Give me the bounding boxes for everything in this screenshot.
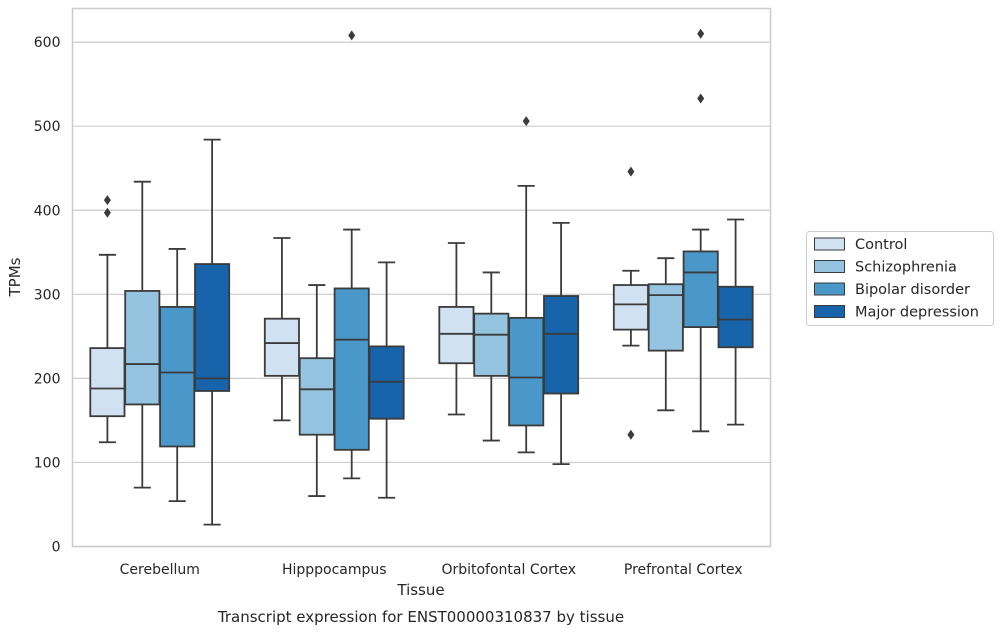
plot-area-frame (71, 7, 772, 548)
legend-label: Schizophrenia (855, 260, 957, 276)
box-group (89, 195, 126, 444)
box-group (333, 30, 370, 480)
y-tick-label: 600 (34, 35, 61, 51)
y-tick-label: 300 (34, 287, 61, 303)
legend-swatch (814, 282, 845, 296)
boxes (89, 28, 754, 526)
outlier-point (103, 195, 111, 206)
box-group (612, 166, 649, 440)
box-iqr (473, 312, 510, 377)
legend-label: Bipolar disorder (855, 282, 970, 298)
box-iqr (508, 316, 545, 427)
box-iqr (194, 263, 231, 392)
legend: Control Schizophrenia Bipolar disorder Majo… (806, 231, 994, 326)
y-tick-label: 500 (34, 119, 61, 135)
outlier-point (697, 28, 705, 39)
box-iqr (543, 295, 580, 395)
y-tick-label: 400 (34, 203, 61, 219)
box-iqr (717, 285, 754, 349)
box-group (263, 237, 300, 422)
box-iqr (263, 317, 300, 377)
y-tick-label: 0 (52, 540, 61, 556)
x-tick-label: Orbitofontal Cortex (441, 562, 576, 578)
box-iqr (612, 284, 649, 331)
outlier-point (103, 207, 111, 218)
legend-frame (806, 231, 994, 326)
outlier-point (627, 166, 635, 177)
legend-swatch (814, 237, 845, 251)
box-iqr (647, 283, 684, 352)
outlier-point (627, 429, 635, 440)
box-group (438, 242, 475, 416)
x-tick-label: Cerebellum (120, 562, 200, 578)
box-group (194, 138, 231, 526)
box-group (124, 180, 161, 489)
box-group (298, 284, 335, 497)
legend-swatch (814, 305, 845, 318)
box-group (159, 248, 196, 503)
legend-swatch (814, 260, 845, 273)
box-iqr (333, 287, 370, 451)
outlier-point (348, 30, 356, 41)
outlier-point (697, 93, 705, 104)
legend-label: Major depression (855, 305, 979, 321)
y-axis-ticks: 0 100 200 300 400 500 600 (34, 35, 61, 555)
box-group (368, 261, 405, 499)
x-axis-title: Tissue (396, 581, 444, 599)
box-group (473, 271, 510, 442)
legend-label: Control (855, 237, 907, 253)
box-iqr (159, 306, 196, 448)
box-iqr (438, 306, 475, 365)
chart-title: Transcript expression for ENST0000031083… (217, 608, 624, 626)
y-axis-title: TPMs (6, 257, 24, 297)
y-tick-label: 200 (34, 371, 61, 387)
box-group (682, 28, 719, 433)
box-group (647, 257, 684, 412)
x-tick-label: Hipppocampus (282, 562, 387, 578)
outlier-point (522, 116, 530, 127)
box-iqr (682, 250, 719, 328)
box-group (543, 221, 580, 466)
y-tick-label: 100 (34, 455, 61, 471)
x-axis-ticks: Cerebellum Hipppocampus Orbitofontal Corte… (120, 562, 743, 578)
box-iqr (298, 357, 335, 436)
x-tick-label: Prefrontal Cortex (624, 562, 743, 578)
box-group (717, 218, 754, 426)
box-iqr (124, 290, 161, 406)
box-group (508, 116, 545, 454)
box-iqr (89, 347, 126, 418)
